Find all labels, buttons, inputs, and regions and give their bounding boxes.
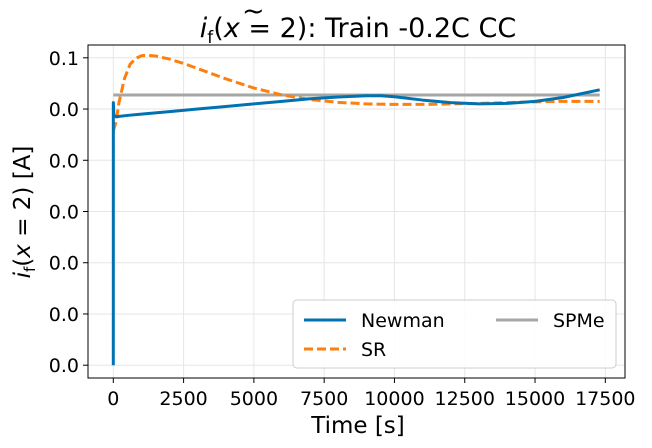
- y-tick-label-3: 0.0: [49, 202, 79, 224]
- y-axis: 0.0 0.0 0.0 0.0 0.0 0.0 0.1: [49, 48, 88, 377]
- y-tick-label-2: 0.0: [49, 253, 79, 275]
- x-tick-label-4: 10000: [364, 388, 424, 410]
- y-tick-label-0: 0.0: [49, 355, 79, 377]
- x-tick-label-3: 7500: [300, 388, 348, 410]
- legend-label-spme: SPMe: [553, 310, 605, 332]
- chart-title: if(x = 2): Train -0.2C CC: [200, 13, 516, 48]
- y-tick-label-5: 0.0: [49, 99, 79, 121]
- y-tick-label-6: 0.1: [49, 48, 79, 70]
- legend-box: [292, 299, 617, 369]
- x-tick-label-7: 17500: [575, 388, 635, 410]
- title-tilde: ~: [242, 0, 265, 27]
- y-tick-label-4: 0.0: [49, 150, 79, 172]
- x-tick-label-0: 0: [107, 388, 119, 410]
- y-axis-title: if(x = 2) [A]: [10, 146, 39, 279]
- legend-label-newman: Newman: [361, 310, 445, 332]
- x-tick-label-6: 15000: [505, 388, 565, 410]
- legend-label-sr: SR: [361, 339, 386, 361]
- series-line-newman: [111, 88, 601, 366]
- legend: Newman SR SPMe: [292, 299, 617, 369]
- x-tick-label-5: 12500: [435, 388, 495, 410]
- series-layer: [111, 53, 601, 366]
- y-tick-label-1: 0.0: [49, 304, 79, 326]
- svg-text:if(x = 2) [A]: if(x = 2) [A]: [10, 146, 39, 279]
- x-axis: 0 2500 5000 7500 10000 12500 15000 17500: [107, 378, 636, 410]
- x-tick-label-1: 2500: [159, 388, 207, 410]
- x-axis-title: Time [s]: [310, 413, 405, 439]
- x-tick-label-2: 5000: [230, 388, 278, 410]
